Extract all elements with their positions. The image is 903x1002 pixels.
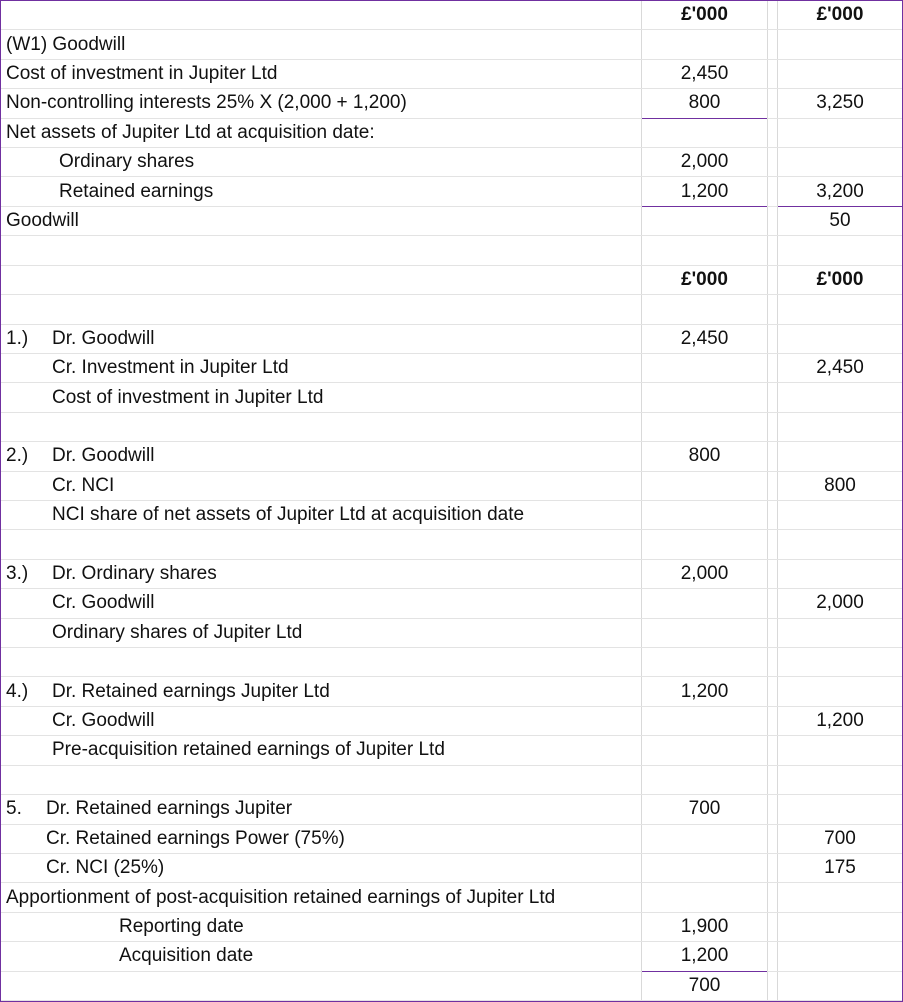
sheet-row: Cr. Goodwill 1,200 [1,707,902,737]
sheet-row: Acquisition date 1,200 [1,942,902,972]
sheet-row: Pre-acquisition retained earnings of Jup… [1,736,902,766]
sheet-row: Net assets of Jupiter Ltd at acquisition… [1,119,902,149]
row-label: Cr. NCI [52,474,115,496]
amount: 50 [829,210,851,232]
row-label: Cr. Goodwill [52,592,155,614]
sheet-row: £'000 £'000 [1,1,902,31]
amount: 2,450 [680,327,729,349]
column-divider [641,1,642,1001]
amount: 2,000 [680,151,729,173]
row-label: Dr. Goodwill [52,445,155,467]
row-label: Cost of investment in Jupiter Ltd [52,386,324,408]
column-header: £'000 [681,4,728,26]
sheet-row: (W1) Goodwill [1,30,902,60]
entry-number: 4.) [6,680,29,702]
row-label: Retained earnings [59,180,214,202]
sheet-row: Ordinary shares of Jupiter Ltd [1,619,902,649]
sheet-row: Cost of investment in Jupiter Ltd 2,450 [1,60,902,90]
row-label: Dr. Retained earnings Jupiter [46,798,293,820]
sheet-row [1,236,902,266]
amount: 2,450 [680,63,729,85]
total-underline [642,970,767,972]
amount: 3,200 [816,180,864,202]
amount: 1,200 [816,710,864,732]
total-underline [642,205,767,207]
sheet-row: 1.) Dr. Goodwill 2,450 [1,325,902,354]
sheet-row: 700 [1,972,902,1001]
row-label: Cr. Investment in Jupiter Ltd [52,357,289,379]
entry-number: 2.) [6,445,29,467]
column-header: £'000 [681,268,728,290]
row-label: Ordinary shares [59,151,195,173]
column-divider [777,1,778,1001]
row-label: Cr. NCI (25%) [46,857,165,879]
sheet-row [1,530,902,560]
sheet-row: £'000 £'000 [1,266,902,296]
sheet-row: 2.) Dr. Goodwill 800 [1,442,902,472]
total-underline [642,117,767,119]
amount: 700 [688,798,721,820]
sheet-row: Cost of investment in Jupiter Ltd [1,383,902,413]
sheet-row: Cr. Investment in Jupiter Ltd 2,450 [1,354,902,384]
sheet-row: Ordinary shares 2,000 [1,148,902,178]
row-label: Cr. Retained earnings Power (75%) [46,827,345,849]
amount: 2,000 [816,592,864,614]
row-label: Dr. Ordinary shares [52,563,217,585]
amount: 800 [824,474,856,496]
row-label: Net assets of Jupiter Ltd at acquisition… [6,121,375,143]
entry-number: 5. [6,798,22,820]
row-label: Apportionment of post-acquisition retain… [6,886,556,908]
sheet-row: Cr. NCI 800 [1,472,902,501]
sheet-row: Cr. Retained earnings Power (75%) 700 [1,825,902,854]
amount: 175 [824,857,856,879]
row-label: Dr. Goodwill [52,327,155,349]
amount: 800 [688,92,721,114]
amount: 1,900 [680,915,729,937]
sheet-row [1,648,902,678]
row-label: Dr. Retained earnings Jupiter Ltd [52,680,330,702]
sheet-row: NCI share of net assets of Jupiter Ltd a… [1,501,902,531]
row-label: Non-controlling interests 25% X (2,000 +… [6,92,407,114]
entry-number: 3.) [6,563,29,585]
amount: 3,250 [816,92,864,114]
sheet-row: Cr. NCI (25%) 175 [1,854,902,884]
row-label: Reporting date [119,915,244,937]
row-label: (W1) Goodwill [6,33,126,55]
row-label: Acquisition date [119,945,254,967]
column-divider [767,1,768,1001]
amount: 1,200 [680,680,729,702]
sheet-row [1,766,902,796]
row-label: Ordinary shares of Jupiter Ltd [52,621,303,643]
row-label: NCI share of net assets of Jupiter Ltd a… [52,504,525,526]
amount: 2,450 [816,357,864,379]
amount: 800 [688,445,721,467]
sheet-row: Goodwill 50 [1,207,902,237]
row-label: Cr. Goodwill [52,710,155,732]
sheet-row: 5. Dr. Retained earnings Jupiter 700 [1,795,902,825]
sheet-row: Reporting date 1,900 [1,913,902,943]
row-label: Cost of investment in Jupiter Ltd [6,63,278,85]
column-header: £'000 [816,268,864,290]
amount: 2,000 [680,563,729,585]
sheet-row: Non-controlling interests 25% X (2,000 +… [1,89,902,119]
row-label: Pre-acquisition retained earnings of Jup… [52,739,445,761]
sheet-row: 3.) Dr. Ordinary shares 2,000 [1,560,902,590]
sheet-row: Apportionment of post-acquisition retain… [1,883,902,913]
total-underline [778,205,902,207]
amount: 1,200 [680,945,729,967]
sheet-row [1,295,902,325]
amount: 700 [688,974,721,996]
sheet-row: 4.) Dr. Retained earnings Jupiter Ltd 1,20… [1,677,902,707]
sheet-row [1,413,902,443]
amount: 1,200 [680,180,729,202]
row-label: Goodwill [6,210,79,232]
sheet-row: Cr. Goodwill 2,000 [1,589,902,619]
column-header: £'000 [816,4,864,26]
amount: 700 [824,827,856,849]
entry-number: 1.) [6,327,29,349]
sheet-row: Retained earnings 1,200 3,200 [1,177,902,207]
